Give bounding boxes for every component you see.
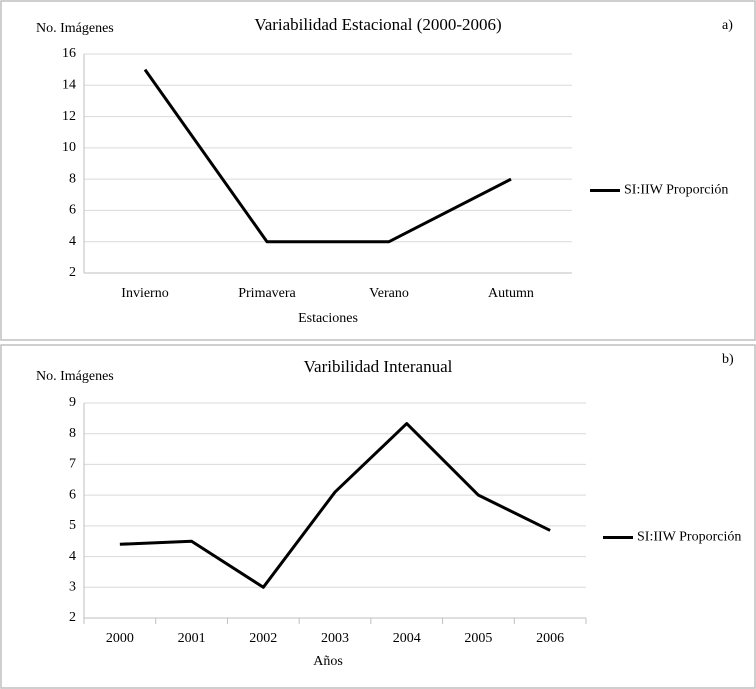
x-axis-label: Años — [313, 654, 343, 669]
y-tick-label: 16 — [62, 46, 76, 61]
panel — [0, 344, 756, 689]
x-tick-label: 2003 — [321, 631, 349, 646]
x-tick-label: 2006 — [536, 631, 564, 646]
x-tick-label: Invierno — [121, 286, 168, 301]
y-tick-label: 12 — [62, 109, 76, 124]
x-tick-label: Verano — [369, 286, 409, 301]
y-tick-label: 2 — [69, 265, 76, 280]
legend-label: SI:IIW Proporción — [637, 530, 741, 545]
y-tick-label: 4 — [69, 234, 76, 249]
y-tick-label: 9 — [69, 395, 76, 410]
y-axis-label: No. Imágenes — [36, 369, 114, 384]
panel — [0, 0, 756, 341]
y-tick-label: 4 — [69, 549, 76, 564]
chart-title: Variabilidad Estacional (2000-2006) — [254, 15, 501, 34]
annotation: b) — [722, 352, 734, 367]
x-tick-label: Primavera — [238, 286, 296, 301]
y-tick-label: 8 — [69, 426, 76, 441]
y-tick-label: 6 — [69, 487, 76, 502]
y-tick-label: 3 — [69, 580, 76, 595]
y-tick-label: 6 — [69, 203, 76, 218]
series-line — [143, 68, 512, 244]
y-tick-label: 2 — [69, 610, 76, 625]
legend-label: SI:IIW Proporción — [624, 183, 728, 198]
x-tick-label: 2004 — [393, 631, 421, 646]
annotation: a) — [722, 18, 733, 33]
y-axis-label: No. Imágenes — [36, 21, 114, 36]
series-line — [119, 422, 551, 589]
chart-title: Varibilidad Interanual — [304, 357, 453, 376]
y-tick-label: 5 — [69, 518, 76, 533]
y-tick-label: 7 — [69, 457, 76, 472]
x-axis-label: Estaciones — [298, 311, 358, 326]
x-tick-label: 2000 — [106, 631, 134, 646]
x-tick-label: 2001 — [178, 631, 206, 646]
x-tick-label: Autumn — [488, 286, 534, 301]
y-tick-label: 14 — [62, 78, 76, 93]
x-tick-label: 2005 — [464, 631, 492, 646]
x-tick-label: 2002 — [249, 631, 277, 646]
y-tick-label: 10 — [62, 140, 76, 155]
y-tick-label: 8 — [69, 171, 76, 186]
